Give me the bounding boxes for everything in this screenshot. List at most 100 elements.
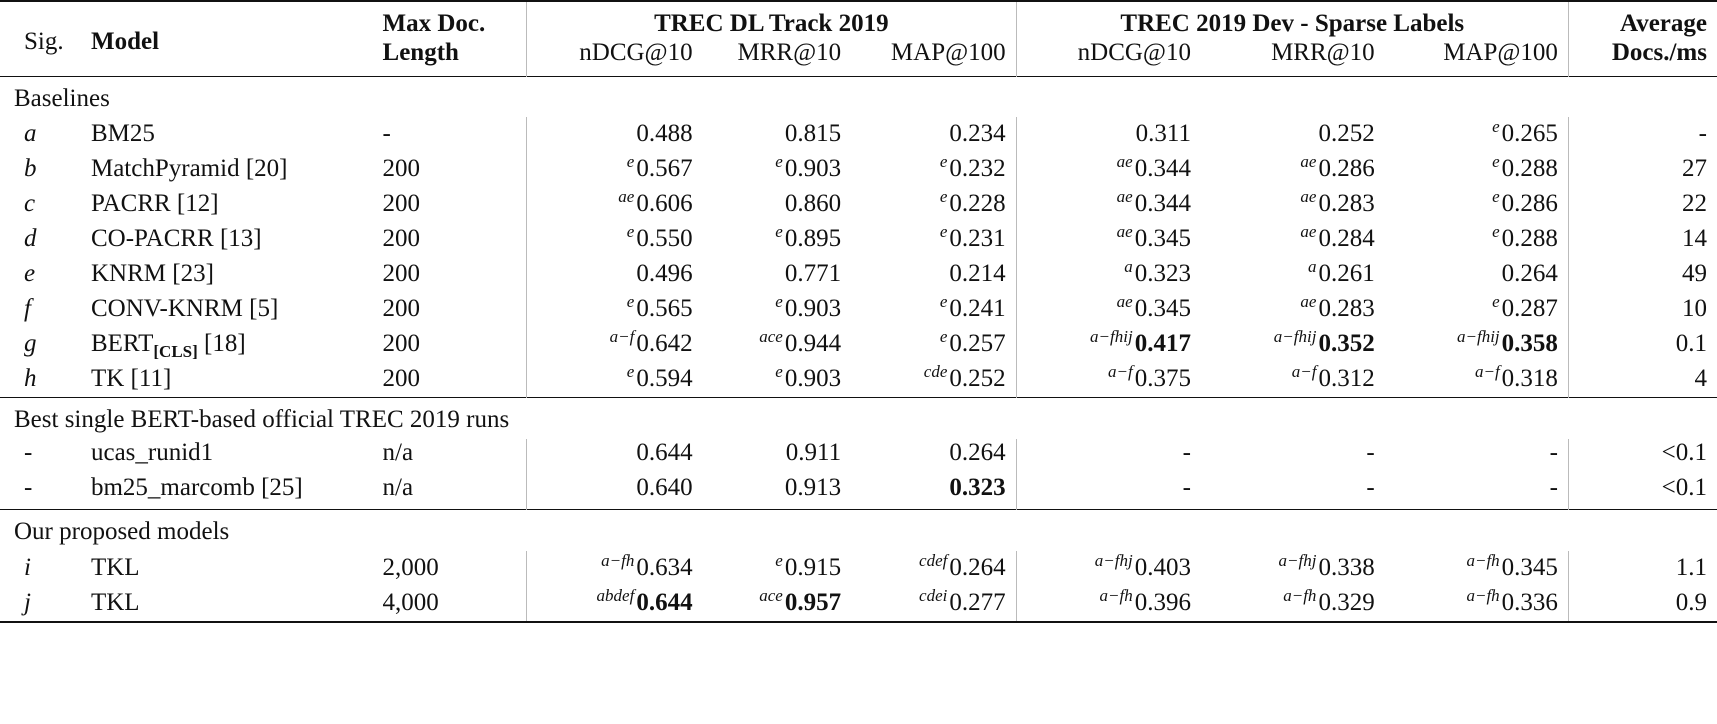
significance-marks: a−fhij: [1457, 327, 1500, 347]
significance-marks: ae: [1300, 152, 1317, 172]
metric-cell: a−fhj0.403: [1016, 551, 1201, 586]
row-sig: c: [24, 190, 36, 218]
metric-value: 0.287: [1501, 295, 1558, 323]
metric-value: 0.344: [1134, 155, 1191, 183]
metric-value: 0.913: [784, 474, 842, 501]
metric-cell: ace0.957: [702, 585, 852, 623]
significance-marks: ae: [1300, 187, 1317, 207]
significance-marks: a−f: [1291, 362, 1317, 382]
metric-cell: ae0.344: [1016, 187, 1201, 222]
metric-cell: ae0.284: [1201, 222, 1385, 257]
significance-marks: ae: [1116, 292, 1133, 312]
metric-cell: a−f0.318: [1384, 362, 1569, 398]
metric-cell: e0.565: [527, 292, 703, 327]
row-max-length: 200: [372, 187, 528, 223]
metric-value: 0.903: [784, 365, 842, 393]
metric-cell: e0.231: [851, 222, 1017, 258]
metric-value: 0.565: [636, 295, 693, 323]
header-row-1: Sig. Model Max Doc. TREC DL Track 2019 T…: [0, 0, 1717, 76]
significance-marks: a−fh: [1466, 550, 1500, 570]
row-sig: f: [24, 295, 31, 323]
model-name: CO-PACRR [13]: [90, 225, 262, 253]
metric-value: 0.634: [636, 553, 693, 581]
metric-value: 0.417: [1134, 330, 1191, 358]
significance-marks: e: [775, 550, 783, 570]
significance-marks: a−fh: [601, 550, 635, 570]
metric-value: 0.283: [1318, 190, 1375, 218]
significance-marks: e: [626, 222, 635, 242]
metric-value: 0.323: [949, 474, 1006, 501]
group-title: Baselines: [0, 75, 1717, 118]
model-name: PACRR [12]: [90, 190, 219, 218]
metric-cell: a−fh0.329: [1200, 585, 1385, 623]
model-ref: [18]: [204, 330, 246, 358]
row-sig: i: [24, 553, 31, 581]
row-sig: -: [24, 474, 33, 501]
metric-cell: 0.771: [703, 257, 852, 292]
header-group-dev: TREC 2019 Dev - Sparse Labels: [1016, 0, 1569, 39]
metric-cell: a−fh0.396: [1016, 585, 1201, 623]
metric-cell: a−fh0.634: [527, 551, 703, 586]
metric-cell: cde0.252: [851, 362, 1017, 398]
row-model: ucas_runid1: [81, 439, 373, 474]
metric-cell: -: [1384, 439, 1569, 474]
metric-value: 0.241: [949, 295, 1006, 323]
metric-value: 0.911: [785, 439, 842, 466]
metric-cell: -: [1201, 439, 1385, 474]
metric-value: 0.286: [1318, 155, 1375, 183]
significance-marks: e: [1492, 187, 1500, 207]
metric-value: 0.252: [949, 365, 1006, 393]
metric-cell: 0.913: [703, 474, 852, 510]
row-max-length: 200: [372, 327, 528, 363]
table-row: j TKL 4,000 abdef0.644 ace0.957 cdei0.277 a−fh…: [0, 585, 1717, 623]
significance-marks: a−fhij: [1090, 327, 1133, 347]
model-name: BM25: [90, 120, 155, 148]
metric-value: -: [1182, 439, 1191, 466]
table-row: - bm25_marcomb [25] n/a 0.640 0.913 0.323 - - - <…: [0, 474, 1717, 510]
metric-value: 0.329: [1318, 588, 1375, 616]
significance-marks: e: [939, 292, 948, 312]
model-name: MatchPyramid [20]: [90, 155, 288, 183]
significance-marks: e: [939, 222, 948, 242]
significance-marks: a−fhij: [1273, 327, 1317, 347]
row-model: BERT[CLS] [18]: [81, 327, 373, 362]
metric-value: 0.496: [636, 260, 693, 288]
metric-value: 0.606: [636, 190, 693, 218]
metric-cell: e0.903: [703, 152, 852, 187]
metric-value: 0.644: [636, 439, 693, 466]
group-title: Our proposed models: [0, 508, 1717, 551]
row-sig: b: [24, 155, 37, 183]
table-row: - ucas_runid1 n/a 0.644 0.911 0.264 - - - <0.1: [0, 439, 1717, 474]
significance-marks: a−fh: [1099, 585, 1133, 605]
metric-cell: a−fh0.345: [1384, 550, 1569, 586]
metric-cell: e0.287: [1384, 292, 1569, 328]
metric-cell: -: [1201, 474, 1385, 510]
significance-marks: e: [939, 152, 948, 172]
significance-marks: a: [1307, 257, 1317, 277]
table-row: f CONV-KNRM [5] 200 e0.565 e0.903 e0.241 ae0.3…: [0, 292, 1717, 328]
metric-value: 0.286: [1501, 190, 1558, 218]
header-model: Model: [80, 0, 373, 76]
metric-cell: cdef0.264: [851, 550, 1017, 586]
model-name: bm25_marcomb [25]: [90, 474, 303, 501]
metric-value: 0.345: [1134, 225, 1191, 253]
metric-cell: 0.488: [527, 117, 703, 152]
metric-value: 0.344: [1134, 190, 1191, 218]
significance-marks: ae: [1300, 292, 1317, 312]
row-max-length: 200: [372, 222, 528, 258]
metric-value: 0.234: [949, 120, 1006, 148]
metric-value: 0.594: [636, 365, 693, 393]
metric-value: 0.403: [1134, 553, 1191, 581]
metric-value: 0.860: [784, 190, 842, 218]
metric-value: 0.345: [1501, 553, 1558, 581]
model-name: TK [11]: [90, 365, 172, 393]
model-subscript: [CLS]: [153, 342, 198, 362]
metric-value: 0.352: [1318, 330, 1375, 358]
significance-marks: a: [1124, 257, 1133, 277]
row-model: TKL: [80, 585, 373, 623]
metric-cell: 0.644: [527, 439, 703, 474]
table-row: a BM25 - 0.488 0.815 0.234 0.311 0.252 e0.265 -: [0, 117, 1717, 153]
header-sig: Sig.: [0, 0, 81, 76]
group-title: Best single BERT-based official TREC 201…: [0, 397, 1717, 439]
metric-cell: 0.252: [1201, 117, 1385, 152]
